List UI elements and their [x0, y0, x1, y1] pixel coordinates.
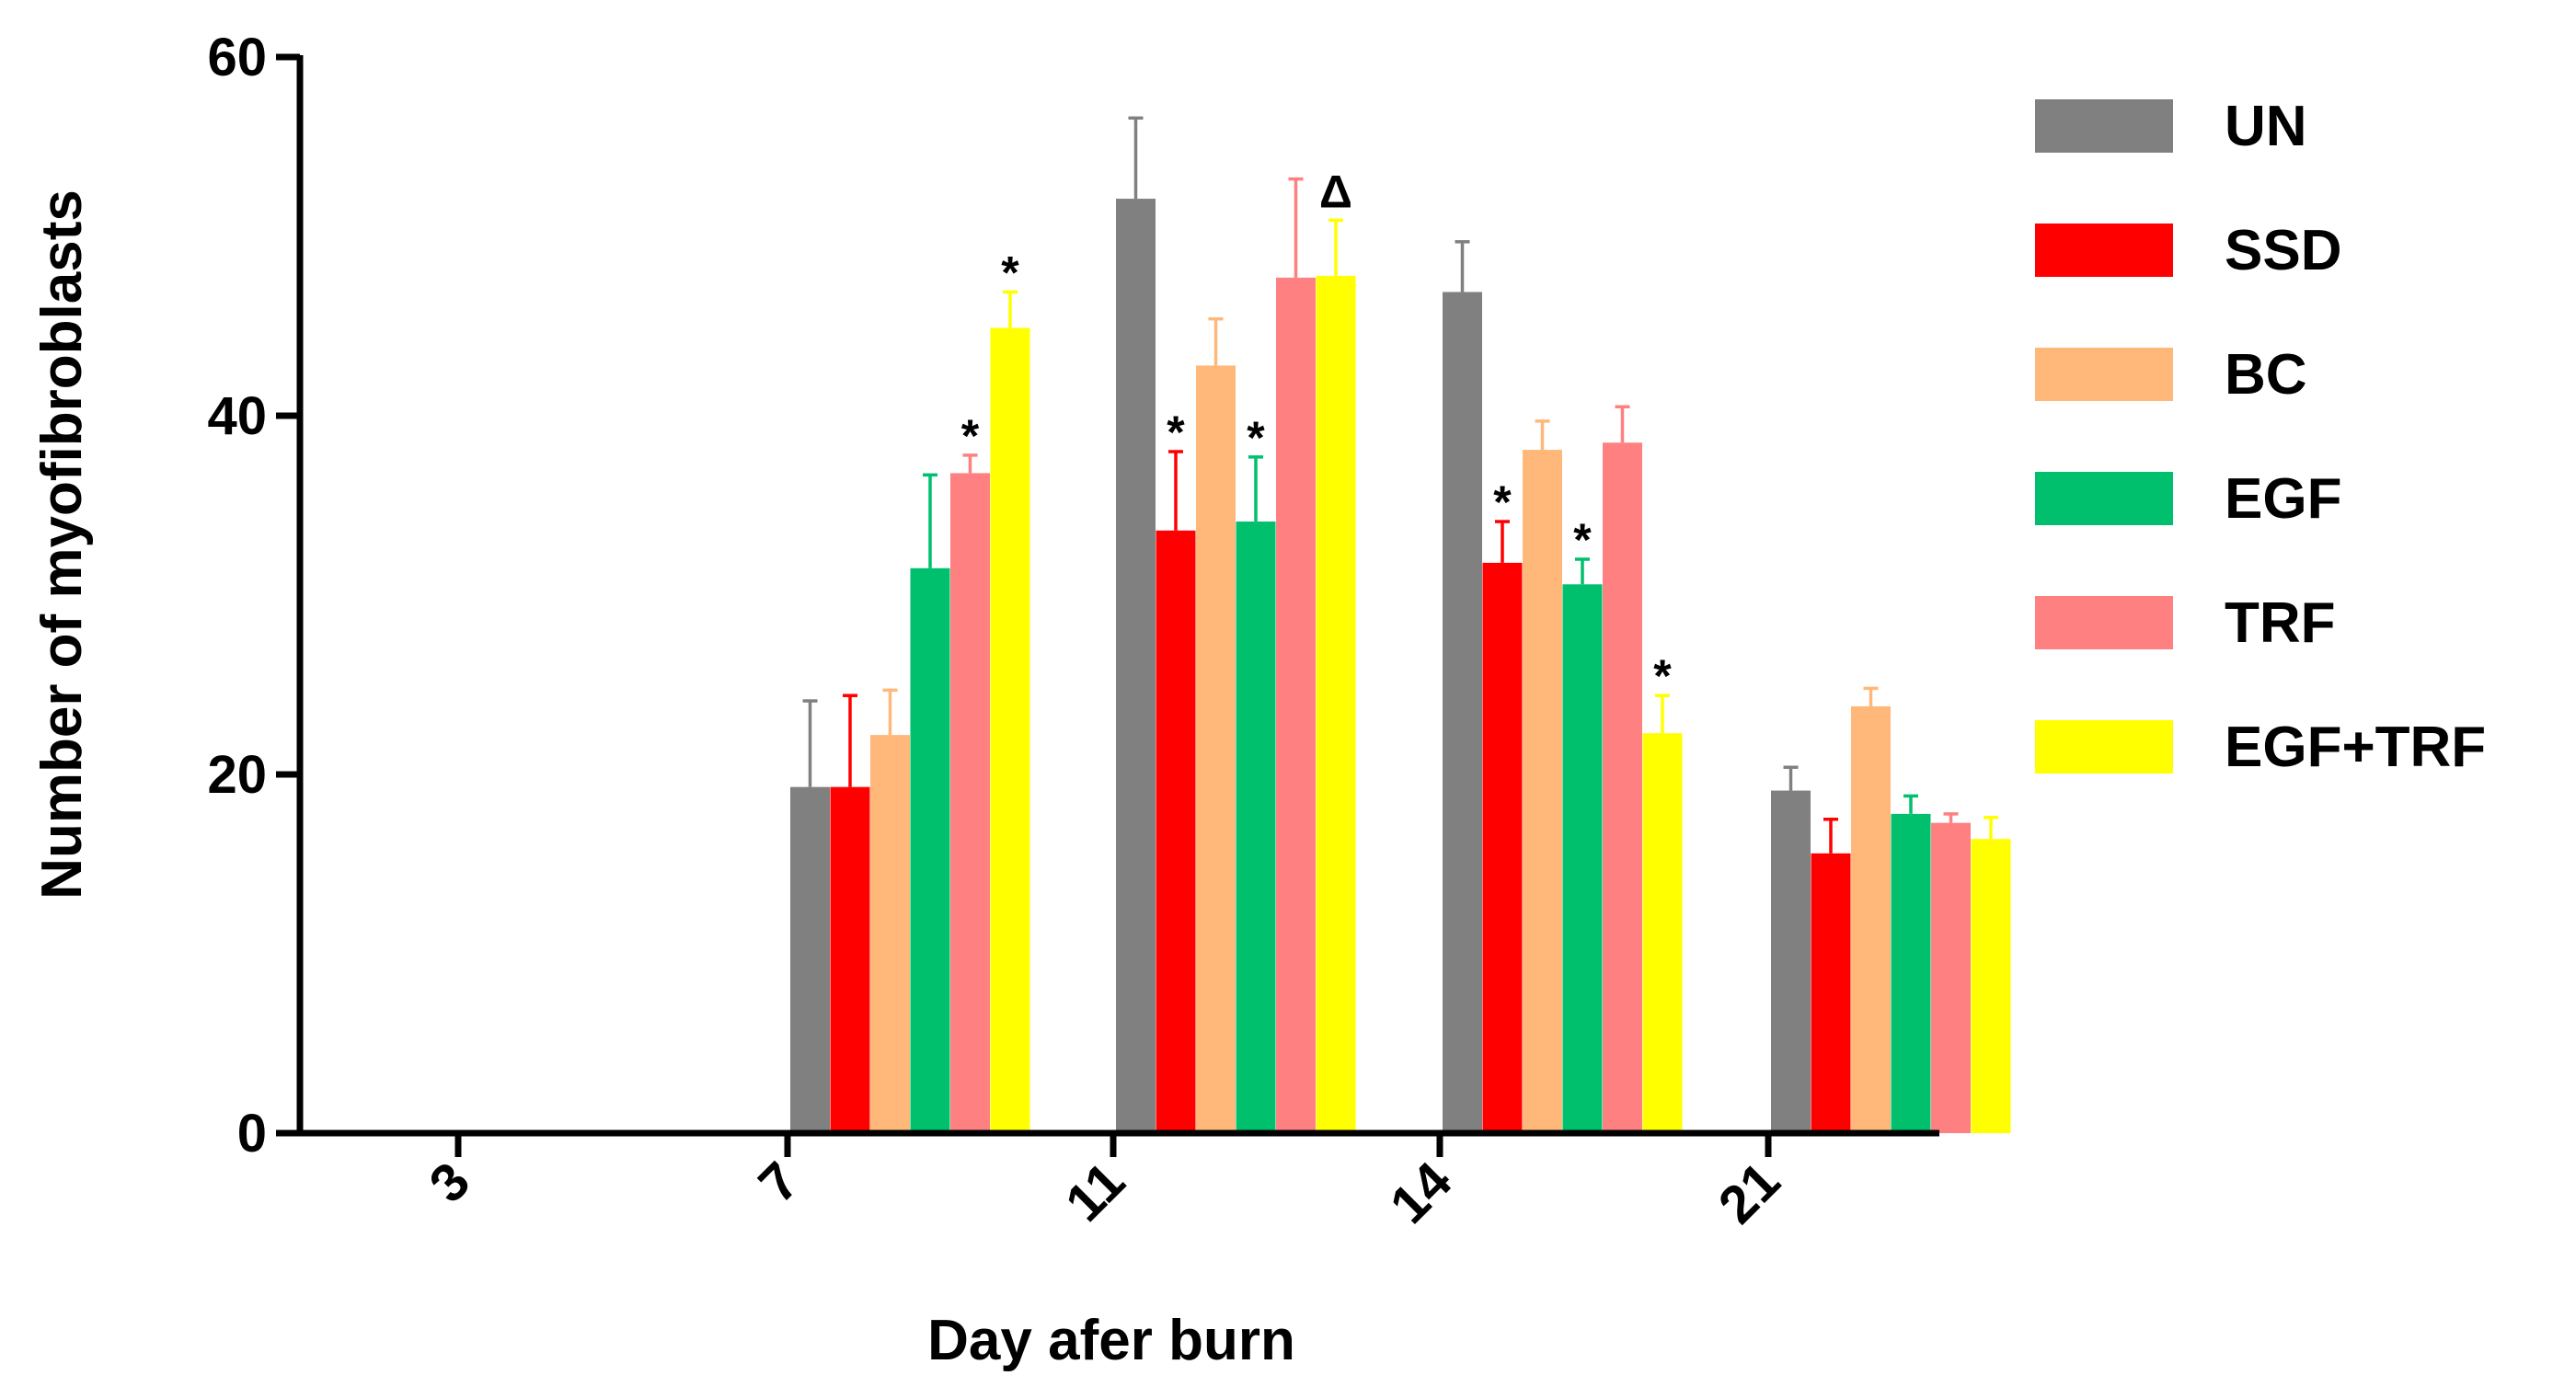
bar-bc-day-11 — [1196, 365, 1236, 1133]
legend-swatch — [2035, 596, 2173, 649]
bar-egf-trf-day-7 — [990, 327, 1030, 1133]
bar-ssd-day-7 — [830, 786, 870, 1133]
bar-egf-day-7 — [910, 567, 950, 1133]
x-tick-label: 21 — [1708, 1151, 1792, 1235]
bar-bc-day-7 — [870, 735, 910, 1133]
bar-ssd-day-14 — [1482, 562, 1523, 1133]
bar-trf-day-7 — [950, 473, 990, 1133]
significance-marker: * — [961, 410, 980, 462]
bar-egf-trf-day-11 — [1316, 275, 1356, 1133]
legend-label: UN — [2225, 95, 2307, 158]
bar-trf-day-11 — [1276, 277, 1316, 1134]
x-tick-label: 14 — [1379, 1151, 1464, 1235]
legend-label: SSD — [2225, 219, 2341, 282]
bar-un-day-11 — [1116, 199, 1156, 1134]
significance-marker: * — [1247, 412, 1265, 464]
bar-ssd-day-11 — [1156, 530, 1196, 1133]
y-axis-title: Number of myofibroblasts — [30, 189, 94, 900]
y-tick-label: 40 — [207, 386, 267, 446]
legend-label: BC — [2225, 343, 2307, 407]
bar-ssd-day-21 — [1811, 853, 1851, 1133]
y-tick-label: 60 — [207, 28, 267, 87]
significance-marker: * — [1653, 650, 1672, 702]
bar-trf-day-21 — [1931, 822, 1971, 1133]
bar-egf-day-21 — [1891, 813, 1931, 1133]
legend-label: EGF+TRF — [2225, 716, 2486, 779]
bar-un-day-14 — [1443, 292, 1482, 1133]
x-tick-label: 3 — [418, 1151, 481, 1214]
significance-marker: * — [1167, 407, 1185, 458]
legend: UN SSD BC EGF TRF EGF+TRF — [2035, 95, 2486, 779]
significance-marker: * — [1493, 476, 1512, 528]
bar-egf-trf-day-21 — [1971, 839, 2011, 1133]
x-tick-label: 7 — [747, 1151, 811, 1214]
bars-layer — [790, 199, 2011, 1134]
bar-trf-day-14 — [1603, 442, 1642, 1133]
error-bars-layer — [802, 116, 1998, 854]
bar-egf-trf-day-14 — [1642, 733, 1683, 1133]
bar-un-day-7 — [790, 786, 830, 1133]
legend-label: TRF — [2225, 591, 2336, 655]
bar-egf-day-11 — [1236, 522, 1276, 1133]
bar-un-day-21 — [1771, 790, 1811, 1133]
legend-swatch — [2035, 224, 2173, 277]
significance-marker: * — [1001, 246, 1019, 298]
significance-marker: Δ — [1319, 166, 1352, 217]
y-tick-label: 20 — [207, 745, 267, 805]
x-axis-title: Day afer burn — [927, 1309, 1295, 1372]
bar-bc-day-14 — [1523, 450, 1562, 1133]
legend-swatch — [2035, 720, 2173, 774]
legend-swatch — [2035, 348, 2173, 401]
bar-egf-day-14 — [1562, 584, 1603, 1133]
significance-marker: * — [1573, 514, 1592, 566]
legend-swatch — [2035, 472, 2173, 525]
bar-bc-day-21 — [1851, 705, 1891, 1133]
annotations-layer: * * * * Δ * * * — [961, 166, 1673, 702]
x-tick-label: 11 — [1054, 1151, 1136, 1232]
y-tick-label: 0 — [237, 1104, 267, 1163]
legend-swatch — [2035, 99, 2173, 153]
legend-label: EGF — [2225, 467, 2341, 531]
